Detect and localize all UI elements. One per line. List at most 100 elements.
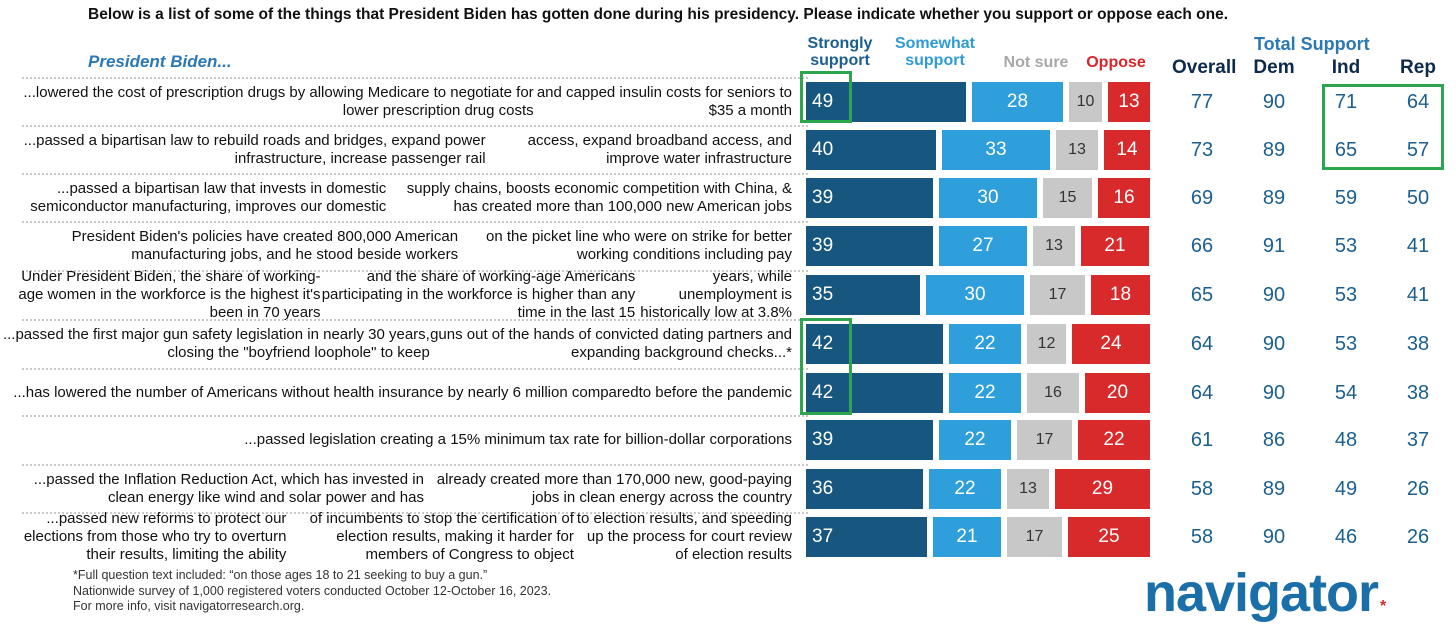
rep-support-value: 57 [1406,138,1430,161]
bar-somewhat-support: 30 [926,275,1024,315]
highlight-box-strong-gun-health [800,318,852,415]
statement-label: President Biden's policies have created … [2,223,792,269]
header-ind: Ind [1331,57,1361,78]
bar-somewhat-support: 30 [939,178,1037,218]
row-divider [22,173,808,175]
rep-support-value: 26 [1406,477,1430,500]
navigator-logo-mark: * [1380,598,1387,615]
rep-support-value: 38 [1406,381,1430,404]
chart-row: Under President Biden, the share of work… [0,268,1456,321]
bar-strongly-support: 40 [806,130,936,170]
bar-not-sure: 13 [1033,226,1075,266]
header-strongly-support: Strongly support [807,35,873,69]
navigator-logo: navigator [1144,563,1379,623]
footnote-more-info: For more info, visit navigatorresearch.o… [73,599,305,614]
statement-label-line: guns out of the hands of convicted datin… [430,326,792,361]
row-divider [22,512,808,514]
highlight-box-ind-rep [1322,84,1444,170]
header-dem: Dem [1253,57,1295,78]
ind-support-value: 49 [1334,477,1358,500]
chart-row: ...passed the Inflation Reduction Act, w… [0,464,1456,512]
bar-oppose: 29 [1055,469,1150,509]
bar-somewhat-support: 22 [939,420,1011,460]
bar-strongly-support: 39 [806,226,933,266]
header-overall: Overall [1172,57,1237,78]
row-divider [22,415,808,417]
bar-not-sure: 17 [1030,275,1085,315]
dem-support-value: 86 [1262,428,1286,451]
rep-support-value: 38 [1406,332,1430,355]
header-oppose: Oppose [1086,54,1146,71]
ind-support-value: 65 [1334,138,1358,161]
row-divider [22,125,808,127]
bar-somewhat-support: 28 [972,82,1063,122]
row-divider [22,221,808,223]
ind-support-value: 53 [1334,234,1358,257]
statement-label-line: ...passed legislation creating a 15% min… [244,431,792,448]
statement-label-line: to before the pandemic [638,384,792,401]
bar-oppose: 14 [1104,130,1150,170]
row-divider [22,368,808,370]
statement-label-line: ...passed a bipartisan law that invests … [30,180,387,215]
rep-support-value: 37 [1406,428,1430,451]
statement-label: ...has lowered the number of Americans w… [2,370,792,416]
statement-label: ...lowered the cost of prescription drug… [2,79,792,125]
bar-strongly-support: 42 [806,324,943,364]
footnotes: *Full question text included: “on those … [73,568,551,615]
statement-label: ...passed a bipartisan law that invests … [2,175,792,221]
statement-label-line: ...passed a bipartisan law to rebuild ro… [23,132,486,167]
row-divider [22,464,808,466]
bar-not-sure: 12 [1027,324,1066,364]
statement-label-line: Under President Biden, the share of work… [18,268,321,321]
chart-row: ...lowered the cost of prescription drug… [0,77,1456,125]
bar-oppose: 25 [1068,517,1150,557]
statement-label-line: supply chains, boosts economic competiti… [406,180,792,215]
bar-not-sure: 13 [1056,130,1098,170]
overall-value: 58 [1190,477,1214,500]
chart-row: ...passed legislation creating a 15% min… [0,415,1456,463]
bar-oppose: 18 [1091,275,1150,315]
statement-label-line: on the picket line who were on strike fo… [486,228,792,263]
chart-row: ...has lowered the number of Americans w… [0,368,1456,416]
bar-not-sure: 10 [1069,82,1102,122]
overall-value: 58 [1190,525,1214,548]
rep-support-value: 64 [1406,90,1430,113]
bar-strongly-support: 42 [806,373,943,413]
dem-support-value: 89 [1262,477,1286,500]
statement-label: Under President Biden, the share of work… [2,268,792,321]
overall-value: 66 [1190,234,1214,257]
bar-strongly-support: 37 [806,517,927,557]
overall-value: 65 [1190,283,1214,306]
overall-value: 64 [1190,381,1214,404]
statement-label-line: to election results, and speeding up the… [576,510,792,563]
statement-label-line: and the share of working-age Americans p… [321,268,636,321]
overall-value: 77 [1190,90,1214,113]
rep-support-value: 41 [1406,234,1430,257]
rep-support-value: 41 [1406,283,1430,306]
statement-prefix: President Biden... [88,52,232,71]
bar-somewhat-support: 33 [942,130,1050,170]
overall-value: 73 [1190,138,1214,161]
dem-support-value: 91 [1262,234,1286,257]
bar-not-sure: 17 [1007,517,1062,557]
ind-support-value: 53 [1334,332,1358,355]
bar-oppose: 16 [1098,178,1150,218]
bar-somewhat-support: 22 [929,469,1001,509]
header-somewhat-support: Somewhat support [894,35,975,69]
bar-oppose: 24 [1072,324,1150,364]
statement-label-line: and capped insulin costs for seniors to … [536,84,792,119]
dem-support-value: 89 [1262,186,1286,209]
bar-strongly-support: 36 [806,469,923,509]
statement-label: ...passed a bipartisan law to rebuild ro… [2,127,792,173]
dem-support-value: 90 [1262,381,1286,404]
bar-oppose: 13 [1108,82,1150,122]
bar-somewhat-support: 22 [949,324,1021,364]
statement-label-line: ...has lowered the number of Americans w… [13,384,639,401]
dem-support-value: 90 [1262,525,1286,548]
overall-value: 64 [1190,332,1214,355]
bar-not-sure: 17 [1017,420,1072,460]
statement-label: ...passed the Inflation Reduction Act, w… [2,466,792,512]
chart-row: ...passed new reforms to protect our ele… [0,510,1456,563]
chart-subtitle: Below is a list of some of the things th… [88,6,1229,23]
overall-value: 69 [1190,186,1214,209]
